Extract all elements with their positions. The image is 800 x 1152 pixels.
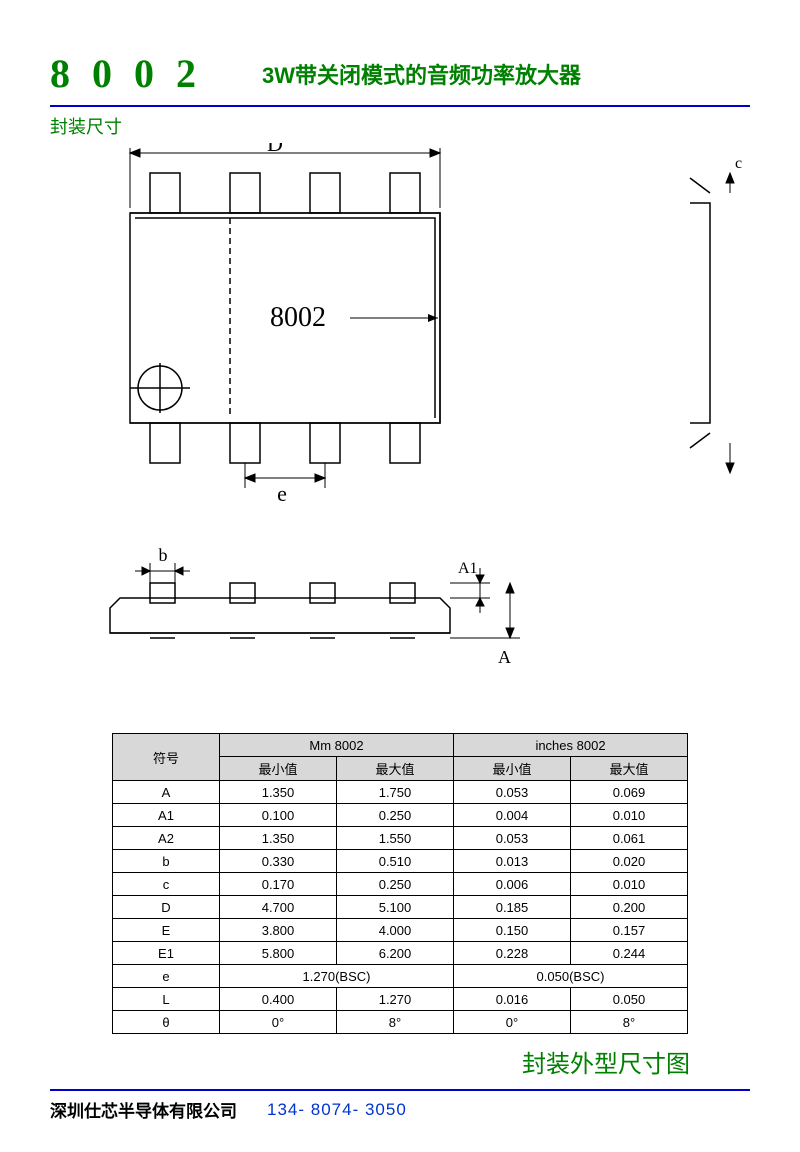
cell-in-min: 0.016 [454,988,571,1011]
footer: 深圳仕芯半导体有限公司 134- 8074- 3050 [50,1097,750,1122]
cell-in-min: 0.228 [454,942,571,965]
dim-D-label: D [267,143,283,156]
cell-symbol: A1 [113,804,220,827]
cell-mm-min: 0.100 [220,804,337,827]
cell-symbol: L [113,988,220,1011]
cell-symbol: D [113,896,220,919]
cell-symbol: A [113,781,220,804]
cell-in-min: 0.006 [454,873,571,896]
cell-symbol: E1 [113,942,220,965]
cell-in-max: 0.069 [571,781,688,804]
cell-mm-min: 1.350 [220,781,337,804]
th-mm: Mm 8002 [220,734,454,757]
cell-mm-min: 0° [220,1011,337,1034]
cell-mm-min: 0.400 [220,988,337,1011]
cell-in-max: 0.020 [571,850,688,873]
dimension-table: 符号 Mm 8002 inches 8002 最小值 最大值 最小值 最大值 A… [112,733,688,1034]
cell-in-max: 0.050 [571,988,688,1011]
cell-in-max: 0.061 [571,827,688,850]
header: 8 0 0 2 3W带关闭模式的音频功率放大器 [50,50,750,97]
cell-mm-span: 1.270(BSC) [220,965,454,988]
th-mm-min: 最小值 [220,757,337,781]
footer-company: 深圳仕芯半导体有限公司 [50,1097,237,1122]
table-row: E3.8004.0000.1500.157 [113,919,688,942]
cell-in-max: 0.200 [571,896,688,919]
cell-in-max: 0.157 [571,919,688,942]
package-drawing: D 8002 e [50,143,750,723]
cell-symbol: θ [113,1011,220,1034]
th-symbol: 符号 [113,734,220,781]
cell-mm-min: 1.350 [220,827,337,850]
th-inches: inches 8002 [454,734,688,757]
cell-mm-max: 1.270 [337,988,454,1011]
footer-rule [50,1089,750,1091]
cell-symbol: E [113,919,220,942]
cell-in-min: 0.004 [454,804,571,827]
dim-A-label: A [498,647,511,667]
dim-A1-label: A1 [458,560,478,577]
table-row: e1.270(BSC)0.050(BSC) [113,965,688,988]
cell-mm-max: 6.200 [337,942,454,965]
cell-mm-max: 8° [337,1011,454,1034]
cell-in-min: 0.053 [454,827,571,850]
cell-mm-min: 0.170 [220,873,337,896]
cell-symbol: c [113,873,220,896]
cell-in-min: 0.013 [454,850,571,873]
table-row: A10.1000.2500.0040.010 [113,804,688,827]
cell-symbol: e [113,965,220,988]
cell-mm-max: 4.000 [337,919,454,942]
table-body: A1.3501.7500.0530.069A10.1000.2500.0040.… [113,781,688,1034]
cell-mm-max: 5.100 [337,896,454,919]
table-header: 符号 Mm 8002 inches 8002 最小值 最大值 最小值 最大值 [113,734,688,781]
table-row: D4.7005.1000.1850.200 [113,896,688,919]
cell-in-min: 0.053 [454,781,571,804]
dim-b-label: b [159,545,168,565]
bottom-caption: 封装外型尺寸图 [50,1044,690,1079]
cell-in-min: 0° [454,1011,571,1034]
footer-phone: 134- 8074- 3050 [267,1100,407,1120]
th-mm-max: 最大值 [337,757,454,781]
cell-in-min: 0.185 [454,896,571,919]
section-label: 封装尺寸 [50,113,750,139]
th-in-max: 最大值 [571,757,688,781]
cell-mm-min: 3.800 [220,919,337,942]
table-row: c0.1700.2500.0060.010 [113,873,688,896]
cell-in-min: 0.150 [454,919,571,942]
table-row: A1.3501.7500.0530.069 [113,781,688,804]
page-container: 8 0 0 2 3W带关闭模式的音频功率放大器 封装尺寸 [0,0,800,1152]
cell-mm-min: 0.330 [220,850,337,873]
cell-in-max: 0.010 [571,873,688,896]
table-row: L0.4001.2700.0160.050 [113,988,688,1011]
cell-mm-max: 0.250 [337,804,454,827]
dim-e-label: e [277,481,287,506]
cell-in-max: 8° [571,1011,688,1034]
cell-mm-min: 5.800 [220,942,337,965]
cell-symbol: b [113,850,220,873]
cell-in-max: 0.010 [571,804,688,827]
table-row: θ0°8°0°8° [113,1011,688,1034]
cell-mm-max: 0.250 [337,873,454,896]
cell-mm-max: 0.510 [337,850,454,873]
table-row: A21.3501.5500.0530.061 [113,827,688,850]
th-in-min: 最小值 [454,757,571,781]
table-row: b0.3300.5100.0130.020 [113,850,688,873]
part-number: 8 0 0 2 [50,50,202,97]
dim-c-label: c [735,155,742,172]
cell-mm-max: 1.750 [337,781,454,804]
chip-label: 8002 [270,302,326,333]
cell-symbol: A2 [113,827,220,850]
cell-in-max: 0.244 [571,942,688,965]
page-title: 3W带关闭模式的音频功率放大器 [262,58,581,90]
header-rule [50,105,750,107]
table-row: E15.8006.2000.2280.244 [113,942,688,965]
drawing-svg: D 8002 e [50,143,750,723]
cell-mm-min: 4.700 [220,896,337,919]
cell-mm-max: 1.550 [337,827,454,850]
cell-in-span: 0.050(BSC) [454,965,688,988]
